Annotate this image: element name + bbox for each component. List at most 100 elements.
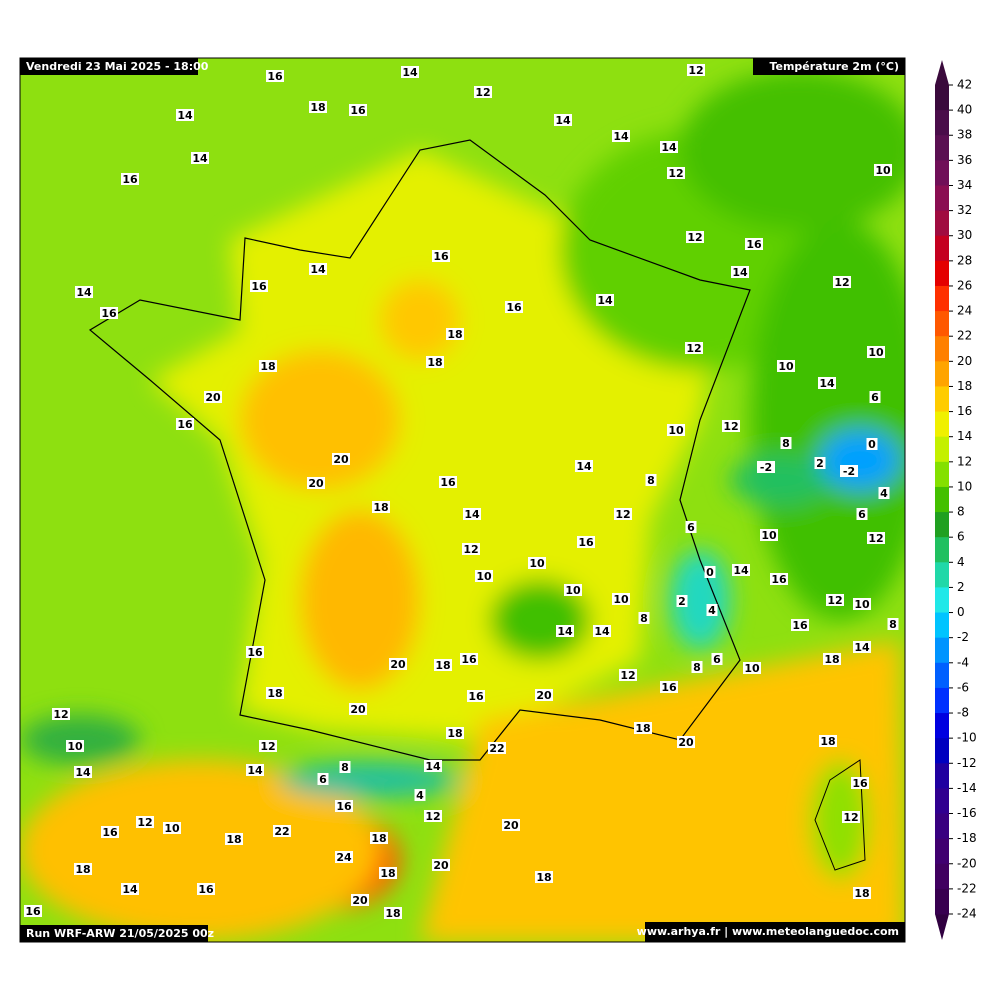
- temperature-label: 18: [385, 907, 400, 920]
- temperature-label: 6: [713, 653, 721, 666]
- colorbar-tick-label: 28: [957, 253, 972, 267]
- colorbar-tick-label: -14: [957, 781, 977, 795]
- temperature-label: 12: [53, 708, 68, 721]
- label-box: [351, 894, 369, 906]
- colorbar-tick-label: 40: [957, 103, 972, 117]
- label-box: [667, 167, 685, 179]
- temperature-label: 22: [489, 742, 504, 755]
- label-box: [818, 377, 836, 389]
- temperature-label: 14: [76, 286, 92, 299]
- temperature-label: 16: [578, 536, 594, 549]
- colorbar-swatch: [935, 512, 949, 538]
- temperature-label: 16: [440, 476, 456, 489]
- label-box: [791, 619, 809, 631]
- label-box: [309, 263, 327, 275]
- colorbar-swatch: [935, 662, 949, 689]
- label-box: [814, 457, 826, 469]
- temperature-label: 10: [529, 557, 545, 570]
- temperature-label: 22: [274, 825, 289, 838]
- temperature-label: 18: [635, 722, 650, 735]
- temperature-label: 14: [310, 263, 326, 276]
- temperature-label: 14: [613, 130, 629, 143]
- label-box: [446, 727, 464, 739]
- label-box: [760, 529, 778, 541]
- temperature-label: 14: [557, 625, 573, 638]
- colorbar-tick-label: 20: [957, 354, 972, 368]
- temperature-label: 12: [723, 420, 738, 433]
- temperature-label: 0: [706, 566, 714, 579]
- temperature-label: 10: [164, 822, 180, 835]
- temperature-label: 8: [693, 661, 701, 674]
- label-box: [823, 653, 841, 665]
- label-box: [554, 114, 572, 126]
- temperature-label: 16: [101, 307, 117, 320]
- label-box: [176, 418, 194, 430]
- colorbar-swatch: [935, 838, 949, 865]
- colorbar-swatch: [935, 386, 949, 413]
- label-box: [163, 822, 181, 834]
- label-box: [349, 104, 367, 116]
- temperature-label: 6: [871, 391, 879, 404]
- colorbar-tick-label: 8: [957, 505, 965, 519]
- colorbar-tick-label: 22: [957, 329, 972, 343]
- colorbar-swatch: [935, 185, 949, 212]
- temperature-label: 6: [687, 521, 695, 534]
- label-box: [638, 612, 650, 624]
- label-box: [176, 109, 194, 121]
- temperature-label: 2: [816, 457, 824, 470]
- temperature-label: 14: [661, 141, 677, 154]
- temperature-label: 14: [732, 266, 748, 279]
- temperature-label: 20: [308, 477, 324, 490]
- label-box: [225, 833, 243, 845]
- colorbar-tick-label: 0: [957, 605, 965, 619]
- colorbar-swatch: [935, 160, 949, 186]
- label-box: [446, 328, 464, 340]
- label-box: [842, 811, 860, 823]
- temperature-label: 16: [122, 173, 138, 186]
- label-box: [867, 532, 885, 544]
- colorbar-tick-label: 30: [957, 228, 972, 242]
- label-box: [887, 618, 899, 630]
- label-box: [250, 280, 268, 292]
- temperature-label: 20: [333, 453, 349, 466]
- colorbar-tick-label: -10: [957, 731, 977, 745]
- label-box: [732, 564, 750, 576]
- colorbar-tick-label: 16: [957, 404, 972, 418]
- label-box: [575, 460, 593, 472]
- temperature-label: 20: [205, 391, 221, 404]
- station-labels: 16 14 12 12 18 16 14 14 14 14 14 12 16 10 12 16 16 14 14 16…: [24, 64, 899, 920]
- colorbar-tick-label: 38: [957, 128, 972, 142]
- colorbar-tick-label: -8: [957, 706, 969, 720]
- label-box: [853, 887, 871, 899]
- label-box: [731, 266, 749, 278]
- label-box: [204, 391, 222, 403]
- temperature-label: 14: [122, 883, 138, 896]
- label-box: [874, 164, 892, 176]
- temperature-label: 18: [447, 328, 462, 341]
- label-box: [711, 653, 723, 665]
- label-box: [439, 476, 457, 488]
- temperature-label: 6: [858, 508, 866, 521]
- forecast-date: Vendredi 23 Mai 2025 - 18:00: [26, 60, 209, 73]
- label-box: [121, 173, 139, 185]
- label-box: [462, 543, 480, 555]
- colorbar-tick-label: 14: [957, 429, 972, 443]
- temperature-label: 16: [771, 573, 787, 586]
- colorbar-top-arrow: [935, 60, 949, 85]
- label-box: [307, 477, 325, 489]
- colorbar-swatch: [935, 486, 949, 513]
- label-box: [706, 604, 718, 616]
- temperature-label: 16: [661, 681, 677, 694]
- label-box: [612, 130, 630, 142]
- label-box: [349, 703, 367, 715]
- label-box: [691, 661, 703, 673]
- temperature-label: 20: [390, 658, 406, 671]
- label-box: [259, 360, 277, 372]
- label-box: [339, 761, 351, 773]
- label-box: [528, 557, 546, 569]
- label-box: [770, 573, 788, 585]
- label-box: [389, 658, 407, 670]
- temperature-label: -2: [843, 465, 855, 478]
- colorbar-swatch: [935, 713, 949, 739]
